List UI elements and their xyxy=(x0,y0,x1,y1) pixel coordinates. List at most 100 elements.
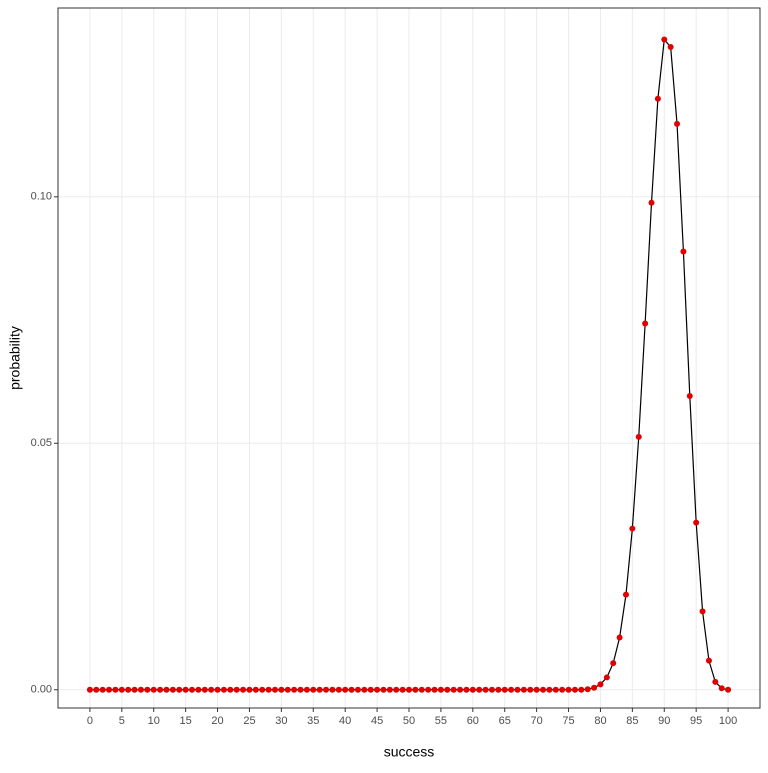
x-tick-label: 60 xyxy=(467,715,479,727)
point xyxy=(552,686,559,693)
x-axis-title: success xyxy=(384,744,435,760)
point xyxy=(635,433,642,440)
x-tick-label: 100 xyxy=(719,715,737,727)
point xyxy=(354,686,361,693)
point xyxy=(559,686,566,693)
point xyxy=(693,519,700,526)
point xyxy=(425,686,432,693)
point xyxy=(705,657,712,664)
point xyxy=(527,686,534,693)
point xyxy=(374,686,381,693)
point xyxy=(444,686,451,693)
x-tick-label: 45 xyxy=(371,715,383,727)
point xyxy=(182,686,189,693)
x-tick-label: 80 xyxy=(594,715,606,727)
point xyxy=(157,686,164,693)
point xyxy=(106,686,113,693)
point xyxy=(565,686,572,693)
x-tick-label: 10 xyxy=(148,715,160,727)
point xyxy=(220,686,227,693)
point xyxy=(233,686,240,693)
point xyxy=(431,686,438,693)
y-tick-label: 0.00 xyxy=(31,684,52,696)
point xyxy=(125,686,132,693)
point xyxy=(214,686,221,693)
point xyxy=(674,120,681,127)
point xyxy=(93,686,100,693)
point xyxy=(699,608,706,615)
point xyxy=(252,686,259,693)
point xyxy=(150,686,157,693)
x-tick-label: 70 xyxy=(531,715,543,727)
y-tick-label: 0.10 xyxy=(31,191,52,203)
point xyxy=(622,591,629,598)
point xyxy=(591,684,598,691)
x-tick-label: 65 xyxy=(499,715,511,727)
x-tick-label: 20 xyxy=(211,715,223,727)
x-tick-label: 55 xyxy=(435,715,447,727)
point xyxy=(437,686,444,693)
point xyxy=(533,686,540,693)
point xyxy=(406,686,412,693)
point xyxy=(399,686,406,693)
x-tick-label: 50 xyxy=(403,715,415,727)
point xyxy=(278,686,285,693)
point xyxy=(616,634,623,641)
point xyxy=(642,320,649,327)
x-tick-label: 25 xyxy=(243,715,255,727)
point xyxy=(386,686,393,693)
point xyxy=(323,686,330,693)
x-tick-label: 15 xyxy=(180,715,192,727)
point xyxy=(508,686,515,693)
x-tick-label: 90 xyxy=(658,715,670,727)
point xyxy=(412,686,419,693)
point xyxy=(610,660,617,667)
point xyxy=(271,686,278,693)
point xyxy=(361,686,368,693)
point xyxy=(297,686,304,693)
point xyxy=(310,686,317,693)
point xyxy=(495,686,502,693)
point xyxy=(514,686,521,693)
point xyxy=(335,686,342,693)
point xyxy=(488,686,495,693)
point xyxy=(463,686,470,693)
point xyxy=(603,674,610,681)
point xyxy=(176,686,183,693)
point xyxy=(265,686,272,693)
point xyxy=(163,686,170,693)
point xyxy=(661,36,668,43)
point xyxy=(284,686,291,693)
point xyxy=(520,686,527,693)
point xyxy=(584,686,591,693)
x-tick-label: 85 xyxy=(626,715,638,727)
point xyxy=(240,686,247,693)
x-tick-label: 35 xyxy=(307,715,319,727)
point xyxy=(712,678,719,685)
point xyxy=(476,686,483,693)
point xyxy=(629,525,636,532)
point xyxy=(112,686,119,693)
y-tick-label: 0.05 xyxy=(31,437,52,449)
point xyxy=(718,685,725,692)
point xyxy=(118,686,125,693)
point xyxy=(342,686,349,693)
point xyxy=(501,686,508,693)
point xyxy=(99,686,106,693)
point xyxy=(131,686,138,693)
y-axis-title: probability xyxy=(7,326,23,390)
point xyxy=(469,686,476,693)
point xyxy=(667,43,674,50)
x-tick-label: 0 xyxy=(87,715,93,727)
point xyxy=(393,686,400,693)
point xyxy=(259,686,266,693)
point xyxy=(680,248,687,255)
point xyxy=(291,686,298,693)
x-tick-label: 5 xyxy=(119,715,125,727)
plot-border xyxy=(57,7,761,709)
x-tick-label: 75 xyxy=(562,715,574,727)
point xyxy=(380,686,387,693)
point xyxy=(457,686,464,693)
point xyxy=(597,681,604,688)
